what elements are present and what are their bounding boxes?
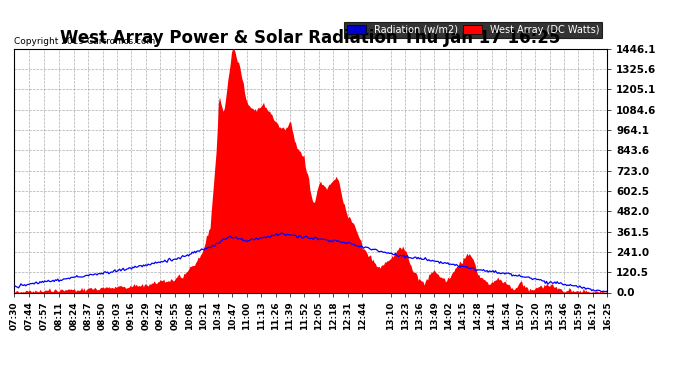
Text: Copyright 2019 Cartronics.com: Copyright 2019 Cartronics.com [14,38,155,46]
Legend: Radiation (w/m2), West Array (DC Watts): Radiation (w/m2), West Array (DC Watts) [344,22,602,38]
Title: West Array Power & Solar Radiation Thu Jan 17 16:25: West Array Power & Solar Radiation Thu J… [60,29,561,47]
